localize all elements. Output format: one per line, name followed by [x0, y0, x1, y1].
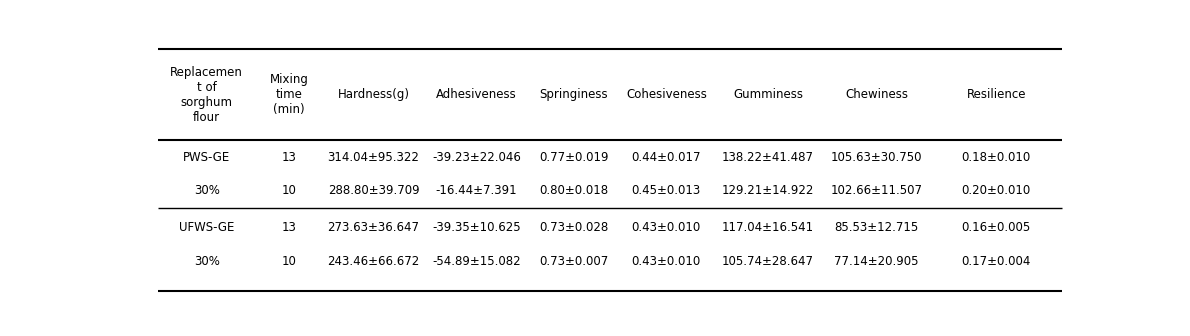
Text: 0.43±0.010: 0.43±0.010 [632, 221, 701, 234]
Text: 77.14±20.905: 77.14±20.905 [834, 255, 919, 267]
Text: -39.35±10.625: -39.35±10.625 [432, 221, 521, 234]
Text: Resilience: Resilience [966, 88, 1026, 101]
Text: 0.44±0.017: 0.44±0.017 [632, 151, 701, 164]
Text: Chewiness: Chewiness [845, 88, 908, 101]
Text: 0.16±0.005: 0.16±0.005 [962, 221, 1031, 234]
Text: 0.43±0.010: 0.43±0.010 [632, 255, 701, 267]
Text: 13: 13 [282, 221, 296, 234]
Text: Hardness(g): Hardness(g) [338, 88, 409, 101]
Text: Replacemen
t of
sorghum
flour: Replacemen t of sorghum flour [170, 66, 243, 124]
Text: PWS-GE: PWS-GE [183, 151, 231, 164]
Text: 273.63±36.647: 273.63±36.647 [327, 221, 420, 234]
Text: 138.22±41.487: 138.22±41.487 [722, 151, 814, 164]
Text: 105.63±30.750: 105.63±30.750 [831, 151, 922, 164]
Text: UFWS-GE: UFWS-GE [178, 221, 234, 234]
Text: 0.18±0.010: 0.18±0.010 [962, 151, 1031, 164]
Text: Adhesiveness: Adhesiveness [437, 88, 516, 101]
Text: 0.45±0.013: 0.45±0.013 [632, 184, 701, 197]
Text: 0.80±0.018: 0.80±0.018 [539, 184, 608, 197]
Text: 243.46±66.672: 243.46±66.672 [327, 255, 420, 267]
Text: 30%: 30% [194, 255, 220, 267]
Text: 0.17±0.004: 0.17±0.004 [962, 255, 1031, 267]
Text: 288.80±39.709: 288.80±39.709 [327, 184, 419, 197]
Text: Cohesiveness: Cohesiveness [626, 88, 707, 101]
Text: Springiness: Springiness [539, 88, 608, 101]
Text: 105.74±28.647: 105.74±28.647 [722, 255, 814, 267]
Text: 314.04±95.322: 314.04±95.322 [327, 151, 419, 164]
Text: 10: 10 [282, 255, 296, 267]
Text: Mixing
time
(min): Mixing time (min) [270, 73, 308, 116]
Text: Gumminess: Gumminess [733, 88, 803, 101]
Text: -39.23±22.046: -39.23±22.046 [432, 151, 521, 164]
Text: 85.53±12.715: 85.53±12.715 [834, 221, 919, 234]
Text: -16.44±7.391: -16.44±7.391 [436, 184, 518, 197]
Text: 0.73±0.028: 0.73±0.028 [539, 221, 608, 234]
Text: 0.20±0.010: 0.20±0.010 [962, 184, 1031, 197]
Text: 0.73±0.007: 0.73±0.007 [539, 255, 608, 267]
Text: 102.66±11.507: 102.66±11.507 [831, 184, 922, 197]
Text: 10: 10 [282, 184, 296, 197]
Text: 0.77±0.019: 0.77±0.019 [539, 151, 608, 164]
Text: -54.89±15.082: -54.89±15.082 [432, 255, 521, 267]
Text: 13: 13 [282, 151, 296, 164]
Text: 117.04±16.541: 117.04±16.541 [722, 221, 814, 234]
Text: 30%: 30% [194, 184, 220, 197]
Text: 129.21±14.922: 129.21±14.922 [722, 184, 814, 197]
